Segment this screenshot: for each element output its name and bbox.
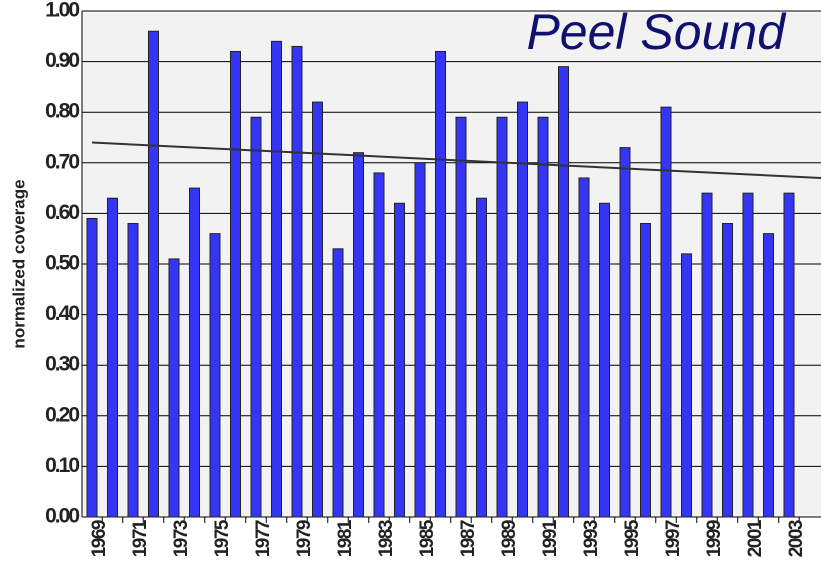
y-tick-label: 0.80	[45, 100, 79, 123]
bar	[681, 253, 692, 518]
y-tick-label: 0.60	[45, 201, 79, 224]
y-tick-label: 1.00	[45, 0, 79, 22]
bar	[476, 197, 487, 518]
bar	[660, 106, 672, 518]
bar	[455, 116, 467, 518]
y-tick-label: 0.20	[45, 403, 79, 426]
bar	[291, 45, 303, 518]
bar	[599, 202, 610, 518]
bar	[394, 202, 405, 518]
bar	[722, 223, 733, 518]
bar	[332, 248, 344, 518]
bar	[168, 258, 180, 518]
bar	[250, 116, 262, 518]
bar	[271, 40, 282, 518]
x-tick-label: 1997	[663, 520, 684, 557]
y-tick-label: 0.00	[45, 505, 79, 528]
x-tick-label: 1977	[253, 520, 274, 557]
x-tick-label: 1987	[458, 520, 479, 557]
x-tick-label: 1971	[130, 519, 151, 557]
bar	[783, 192, 795, 518]
bar	[558, 66, 569, 518]
x-tick-label: 1973	[171, 520, 192, 557]
x-tick-label: 1979	[294, 520, 315, 557]
bar	[619, 147, 631, 518]
bar	[742, 192, 754, 518]
trend-line	[91, 141, 821, 179]
bar	[312, 101, 323, 518]
x-tick-label: 1985	[417, 519, 438, 557]
bar	[373, 172, 385, 518]
bar	[86, 217, 98, 518]
y-tick-label: 0.10	[45, 454, 79, 477]
bar	[107, 197, 118, 518]
x-tick-label: 1995	[622, 519, 643, 557]
x-tick-label: 1999	[704, 520, 725, 557]
bar	[148, 30, 159, 518]
bar	[209, 233, 221, 518]
bar	[763, 233, 774, 518]
y-tick-label: 0.30	[45, 353, 79, 376]
bar	[537, 116, 549, 518]
x-tick-label: 1981	[335, 519, 356, 557]
bar	[230, 50, 241, 518]
x-tick-label: 2001	[745, 519, 766, 557]
y-tick-label: 0.40	[45, 302, 79, 325]
bar	[701, 192, 713, 518]
y-tick-label: 0.70	[45, 150, 79, 173]
x-tick-label: 1991	[540, 519, 561, 557]
x-tick-label: 1969	[89, 520, 110, 557]
bar	[127, 223, 139, 518]
x-tick-label: 1993	[581, 520, 602, 557]
bar	[578, 177, 590, 518]
x-tick-label: 1989	[499, 520, 520, 557]
x-tick-label: 1983	[376, 520, 397, 557]
bar	[496, 116, 508, 518]
bar	[640, 223, 651, 518]
y-tick-label: 0.50	[45, 252, 79, 275]
y-tick-label: 0.90	[45, 49, 79, 72]
chart-title: Peel Sound	[526, 4, 787, 60]
bar	[435, 50, 446, 518]
bar	[189, 187, 200, 518]
x-tick-label: 1975	[212, 519, 233, 557]
bar	[517, 101, 528, 518]
y-axis-label: normalized coverage	[9, 179, 28, 348]
bar	[353, 152, 364, 518]
bar	[414, 162, 426, 518]
x-tick-label: 2003	[786, 520, 807, 557]
